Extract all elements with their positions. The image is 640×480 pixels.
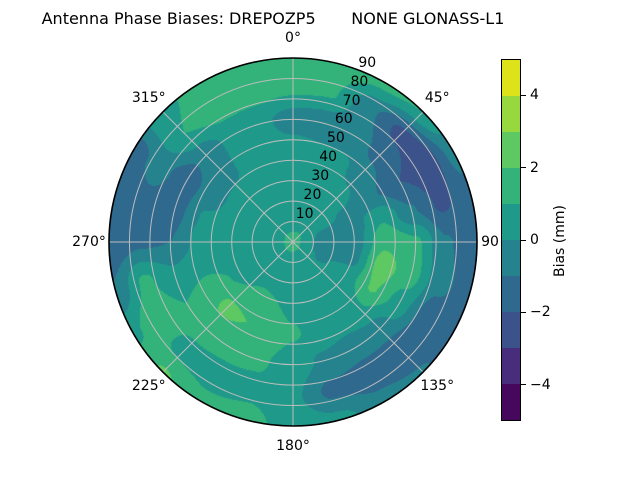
colorbar-label: Bias (mm) [552,204,568,278]
colorbar-bands [502,60,520,420]
theta-tick-label: 135° [420,378,455,395]
colorbar-band [502,312,520,348]
theta-tick-label: 180° [276,438,310,454]
r-tick-label: 60 [334,111,353,128]
colorbar-band [502,60,520,96]
colorbar-tick [521,311,526,313]
colorbar-band [502,384,520,420]
theta-tick-label: 225° [131,378,166,395]
colorbar-tick-label: −2 [530,304,551,321]
r-tick-label: 10 [295,205,314,222]
theta-tick-label: 90 [481,234,499,250]
theta-tick-label: 0° [285,30,301,46]
colorbar-band [502,132,520,168]
r-tick-label: 70 [342,92,361,109]
r-tick-label: 50 [327,130,345,147]
r-tick-label: 20 [303,186,322,203]
colorbar [501,59,521,421]
colorbar-tick [521,167,526,169]
colorbar-band [502,240,520,276]
r-tick-label: 80 [350,73,369,90]
colorbar-band [502,204,520,240]
r-tick-label: 90 [358,54,377,71]
colorbar-tick-label: 0 [530,232,539,248]
colorbar-tick-label: 4 [530,87,539,104]
colorbar-tick [521,384,526,386]
theta-tick-label: 45° [424,89,450,106]
theta-tick-label: 270° [72,234,106,250]
colorbar-tick-label: −4 [530,376,551,393]
r-tick-label: 40 [319,149,338,166]
colorbar-tick-label: 2 [530,159,539,176]
colorbar-band [502,276,520,312]
colorbar-tick [521,94,526,96]
colorbar-band [502,96,520,132]
colorbar-tick [521,239,526,241]
colorbar-band [502,348,520,384]
theta-tick-label: 315° [131,89,166,106]
r-tick-label: 30 [311,168,330,185]
colorbar-band [502,168,520,204]
